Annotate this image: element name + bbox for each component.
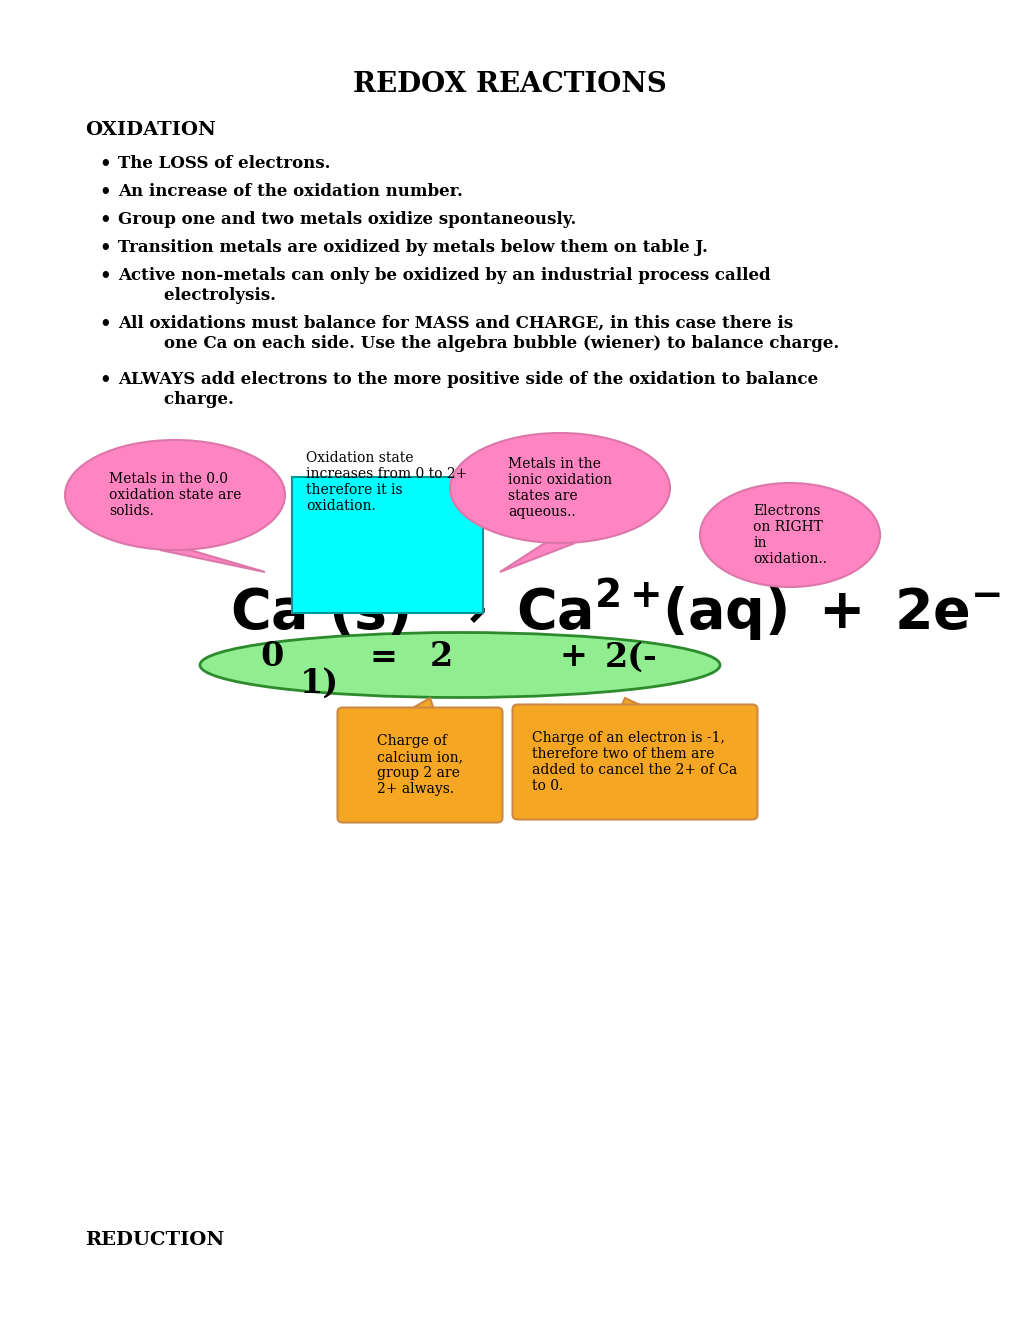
Text: The LOSS of electrons.: The LOSS of electrons. <box>118 154 330 172</box>
Text: ALWAYS add electrons to the more positive side of the oxidation to balance
     : ALWAYS add electrons to the more positiv… <box>118 371 817 408</box>
Text: Group one and two metals oxidize spontaneously.: Group one and two metals oxidize spontan… <box>118 211 576 228</box>
Text: $\mathbf{Ca^{0}\!(s)\ \rightarrow\ Ca^{2+}\!(aq)\ +\ 2e^{-}}$: $\mathbf{Ca^{0}\!(s)\ \rightarrow\ Ca^{2… <box>229 577 1001 644</box>
Text: OXIDATION: OXIDATION <box>85 121 216 139</box>
Ellipse shape <box>699 483 879 587</box>
Text: Charge of
calcium ion,
group 2 are
2+ always.: Charge of calcium ion, group 2 are 2+ al… <box>377 734 463 796</box>
Text: •: • <box>99 239 111 257</box>
Text: 0: 0 <box>260 640 283 673</box>
Text: Metals in the
ionic oxidation
states are
aqueous..: Metals in the ionic oxidation states are… <box>507 457 611 519</box>
Ellipse shape <box>200 632 719 697</box>
Text: REDOX REACTIONS: REDOX REACTIONS <box>353 71 666 99</box>
Text: •: • <box>99 371 111 389</box>
FancyBboxPatch shape <box>337 708 502 822</box>
Text: =: = <box>370 640 397 673</box>
Text: An increase of the oxidation number.: An increase of the oxidation number. <box>118 183 463 201</box>
Text: Oxidation state
increases from 0 to 2+
therefore it is
oxidation.: Oxidation state increases from 0 to 2+ t… <box>306 450 467 513</box>
Text: Transition metals are oxidized by metals below them on table J.: Transition metals are oxidized by metals… <box>118 239 707 256</box>
Polygon shape <box>499 543 575 572</box>
Text: 2(-: 2(- <box>604 640 657 673</box>
Text: REDUCTION: REDUCTION <box>85 1232 224 1249</box>
Text: •: • <box>99 183 111 201</box>
Text: •: • <box>99 154 111 173</box>
FancyBboxPatch shape <box>512 705 757 820</box>
Polygon shape <box>160 550 265 572</box>
Polygon shape <box>405 698 434 713</box>
Text: Active non-metals can only be oxidized by an industrial process called
        e: Active non-metals can only be oxidized b… <box>118 267 770 304</box>
Text: All oxidations must balance for MASS and CHARGE, in this case there is
        o: All oxidations must balance for MASS and… <box>118 315 839 351</box>
Ellipse shape <box>65 440 284 550</box>
Text: •: • <box>99 211 111 228</box>
Text: +: + <box>559 640 587 673</box>
FancyBboxPatch shape <box>291 477 483 612</box>
Ellipse shape <box>449 433 669 543</box>
Text: •: • <box>99 267 111 285</box>
Text: •: • <box>99 315 111 333</box>
Polygon shape <box>620 698 649 710</box>
Text: 2: 2 <box>430 640 452 673</box>
Text: Metals in the 0.0
oxidation state are
solids.: Metals in the 0.0 oxidation state are so… <box>109 471 240 519</box>
Text: Charge of an electron is -1,
therefore two of them are
added to cancel the 2+ of: Charge of an electron is -1, therefore t… <box>532 731 737 793</box>
Text: Electrons
on RIGHT
in
oxidation..: Electrons on RIGHT in oxidation.. <box>752 504 826 566</box>
Polygon shape <box>370 572 410 610</box>
Text: 1): 1) <box>300 667 338 700</box>
